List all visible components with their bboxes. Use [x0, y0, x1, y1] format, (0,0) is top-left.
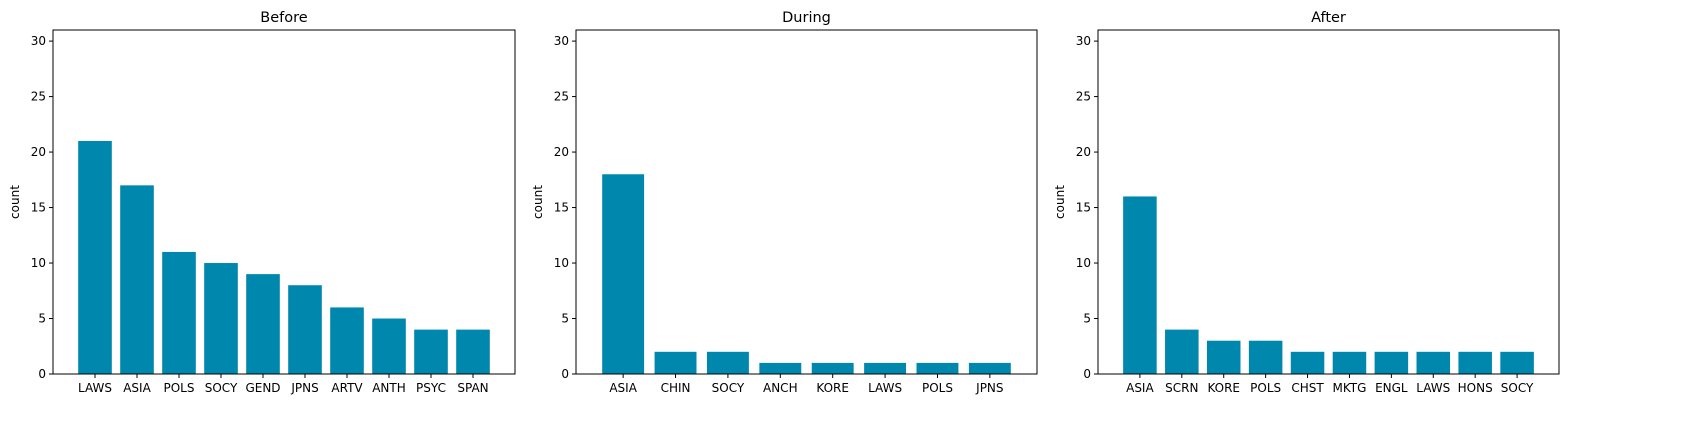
bar-laws — [78, 140, 112, 374]
x-tick-label: CHST — [1291, 381, 1324, 395]
y-tick-label: 0 — [1083, 367, 1091, 381]
axes-frame — [52, 29, 516, 375]
bar-artv — [330, 307, 364, 374]
y-tick-label: 25 — [31, 90, 46, 104]
bar-asia — [1123, 196, 1157, 374]
y-tick-label: 30 — [1076, 34, 1091, 48]
y-axis-label: count — [8, 185, 22, 219]
axes-frame — [575, 29, 1038, 375]
bar-mktg — [1332, 351, 1367, 374]
y-tick-label: 20 — [554, 145, 569, 159]
panel-title: Before — [260, 10, 307, 26]
y-tick-label: 30 — [31, 34, 46, 48]
y-tick-label: 25 — [1076, 90, 1091, 104]
x-tick-label: POLS — [164, 381, 195, 395]
x-tick-label: POLS — [1250, 381, 1281, 395]
x-tick-label: ANTH — [372, 381, 406, 395]
x-tick-label: ARTV — [331, 381, 363, 395]
bar-pols — [162, 251, 196, 374]
x-tick-label: SOCY — [712, 381, 745, 395]
panel-title: During — [782, 10, 831, 26]
x-tick-label: SCRN — [1165, 381, 1198, 395]
y-tick-label: 20 — [31, 145, 46, 159]
bar-anch — [759, 362, 802, 374]
bar-socy — [706, 351, 749, 374]
y-tick-label: 0 — [38, 367, 46, 381]
bar-asia — [120, 185, 154, 374]
bar-kore — [811, 362, 854, 374]
y-tick-label: 5 — [38, 312, 46, 326]
panel-title: After — [1311, 10, 1346, 26]
chart-panel-before: Before count 0 5 10 15 20 25 30 LAWS ASIA POLS SOC… — [8, 10, 516, 395]
bar-jpns — [288, 285, 322, 374]
chart-panel-after: After count 0 5 10 15 20 25 30 ASIA SCRN KORE POLS… — [1053, 10, 1560, 395]
bar-scrn — [1165, 329, 1199, 374]
bar-span — [456, 329, 490, 374]
x-tick-label: LAWS — [1416, 381, 1450, 395]
y-tick-label: 20 — [1076, 145, 1091, 159]
y-tick-label: 5 — [561, 312, 569, 326]
x-tick-label: LAWS — [868, 381, 902, 395]
bar-pols — [916, 362, 959, 374]
x-tick-label: ASIA — [123, 381, 151, 395]
x-tick-label: GEND — [245, 381, 280, 395]
y-tick-label: 10 — [554, 256, 569, 270]
y-tick-label: 15 — [1076, 201, 1091, 215]
y-tick-label: 10 — [1076, 256, 1091, 270]
bar-socy — [1500, 351, 1534, 374]
y-tick-label: 5 — [1083, 312, 1091, 326]
bar-chin — [654, 351, 697, 374]
bar-chst — [1290, 351, 1325, 374]
y-tick-label: 15 — [554, 201, 569, 215]
x-tick-label: ENGL — [1375, 381, 1408, 395]
x-tick-label: SPAN — [457, 381, 488, 395]
x-tick-label: LAWS — [78, 381, 112, 395]
y-tick-label: 10 — [31, 256, 46, 270]
x-tick-label: ASIA — [1126, 381, 1154, 395]
bar-engl — [1374, 351, 1409, 374]
bar-hons — [1458, 351, 1492, 374]
y-tick-label: 0 — [561, 367, 569, 381]
x-tick-label: PSYC — [416, 381, 446, 395]
x-tick-label: MKTG — [1332, 381, 1366, 395]
x-tick-label: JPNS — [290, 381, 318, 395]
x-tick-label: KORE — [816, 381, 849, 395]
bar-socy — [204, 263, 238, 374]
bar-gend — [246, 274, 280, 374]
x-tick-label: JPNS — [975, 381, 1003, 395]
bar-jpns — [968, 362, 1011, 374]
y-tick-label: 15 — [31, 201, 46, 215]
y-axis-label: count — [1053, 185, 1067, 219]
y-tick-label: 25 — [554, 90, 569, 104]
x-tick-label: SOCY — [1501, 381, 1534, 395]
bar-asia — [602, 174, 645, 374]
axes-frame — [1097, 29, 1560, 375]
x-tick-label: HONS — [1458, 381, 1493, 395]
y-tick-label: 30 — [554, 34, 569, 48]
bar-pols — [1248, 340, 1283, 374]
bar-psyc — [414, 329, 448, 374]
x-tick-label: ASIA — [609, 381, 637, 395]
bar-kore — [1206, 340, 1241, 374]
x-tick-label: POLS — [922, 381, 953, 395]
x-tick-label: CHIN — [661, 381, 691, 395]
bar-anth — [372, 318, 406, 374]
x-tick-label: ANCH — [763, 381, 798, 395]
chart-panel-during: During count 0 5 10 15 20 25 30 ASIA CHIN SOCY ANC… — [531, 10, 1038, 395]
bar-laws — [1416, 351, 1451, 374]
x-tick-label: SOCY — [205, 381, 238, 395]
bar-laws — [864, 362, 907, 374]
x-tick-label: KORE — [1207, 381, 1240, 395]
y-axis-label: count — [531, 185, 545, 219]
